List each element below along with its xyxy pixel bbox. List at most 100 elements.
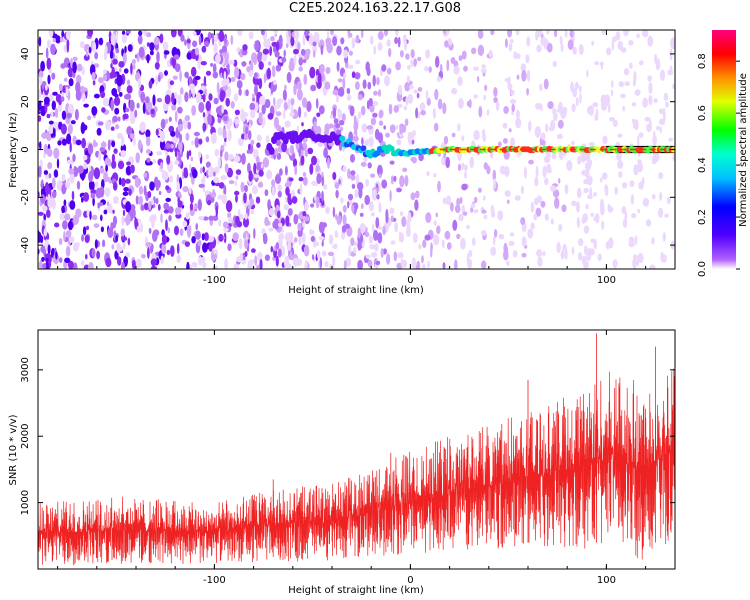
spectrogram-cell bbox=[274, 116, 279, 128]
spectrogram-cell bbox=[192, 169, 198, 179]
spectrogram-cell bbox=[156, 51, 160, 63]
spectrogram-cell bbox=[309, 229, 315, 235]
spectrogram-cell bbox=[342, 214, 347, 226]
spectrogram-cell bbox=[177, 156, 182, 168]
spectrogram-cell bbox=[542, 165, 547, 178]
spectrogram-cell bbox=[526, 69, 531, 82]
spectrogram-cell bbox=[377, 164, 383, 177]
spectrogram-cell bbox=[248, 143, 251, 151]
spectrogram-cell bbox=[241, 259, 247, 265]
spectrogram-cell bbox=[288, 62, 295, 72]
spectrogram-cell bbox=[560, 250, 565, 260]
spectrogram-cell bbox=[102, 74, 108, 81]
spectrogram-cell bbox=[274, 150, 279, 156]
spectrogram-cell bbox=[417, 87, 423, 92]
spectrogram-cell bbox=[151, 218, 155, 229]
spectrogram-cell bbox=[540, 200, 546, 208]
spectrogram-cell bbox=[195, 230, 201, 240]
spectrogram-cell bbox=[528, 120, 532, 132]
spectrogram-cell bbox=[266, 67, 271, 80]
spectrogram-cell bbox=[163, 202, 170, 210]
spectrogram-cell bbox=[394, 221, 398, 233]
spectrogram-cell bbox=[460, 237, 466, 250]
spectrogram-cell bbox=[473, 130, 480, 141]
spectrogram-cell bbox=[198, 101, 205, 113]
spectrogram-cell bbox=[235, 215, 240, 226]
spectrogram-cell bbox=[271, 179, 276, 187]
spectrogram-cell bbox=[470, 203, 476, 209]
spectrogram-cell bbox=[225, 200, 233, 213]
spectrogram-cell bbox=[585, 204, 589, 210]
spectrogram-cell bbox=[121, 30, 126, 35]
spectrogram-cell bbox=[46, 148, 53, 157]
spectrogram-cell bbox=[363, 156, 368, 163]
spectrogram-cell bbox=[125, 178, 131, 184]
spectrogram-cell bbox=[64, 257, 71, 264]
spectrogram-cell bbox=[284, 104, 289, 110]
spectrogram-cell bbox=[122, 191, 129, 197]
spectrogram-cell bbox=[457, 98, 464, 109]
spectrogram-cell bbox=[60, 123, 67, 135]
spectrogram-cell bbox=[365, 61, 371, 72]
spectrogram-cell bbox=[174, 110, 178, 123]
spectrogram-cell bbox=[120, 177, 126, 187]
spectrogram-cell bbox=[564, 30, 568, 38]
spectrogram-cell bbox=[146, 42, 150, 47]
spectrogram-cell bbox=[224, 35, 227, 46]
spectrogram-cell bbox=[521, 236, 527, 247]
spectrogram-cell bbox=[498, 141, 502, 147]
spectrogram-cell bbox=[556, 241, 561, 254]
spectrogram-cell bbox=[433, 234, 440, 246]
spectrogram-cell bbox=[403, 105, 408, 111]
spectrogram-cell bbox=[91, 214, 98, 221]
spectrogram-cell bbox=[194, 75, 201, 80]
spectrogram-cell bbox=[507, 30, 513, 38]
spectrogram-cell bbox=[106, 201, 110, 207]
spectrogram-cell bbox=[168, 143, 171, 149]
spectrogram-cell bbox=[306, 101, 312, 112]
spectrogram-cell bbox=[386, 67, 392, 75]
spectrogram-cell bbox=[445, 30, 450, 36]
spectrogram-cell bbox=[462, 211, 468, 216]
spectrogram-cell bbox=[41, 132, 48, 139]
spectrogram-cell bbox=[142, 30, 148, 36]
spectrogram-cell bbox=[255, 78, 260, 86]
spectrogram-cell bbox=[580, 151, 586, 163]
spectrogram-cell bbox=[160, 255, 164, 265]
spectrogram-cell bbox=[45, 47, 49, 59]
spectrogram-cell bbox=[490, 204, 495, 214]
spectrogram-cell bbox=[74, 108, 79, 121]
spectrogram-cell bbox=[551, 153, 557, 160]
spectrogram-cell bbox=[160, 118, 166, 130]
spectrogram-cell bbox=[472, 237, 476, 247]
spectrogram-cell bbox=[554, 30, 558, 38]
spectrogram-cell bbox=[493, 96, 498, 104]
spectrogram-cell bbox=[337, 108, 342, 114]
spectrogram-cell bbox=[110, 33, 116, 46]
spectrogram-cell bbox=[227, 243, 232, 251]
spectrogram-cell bbox=[258, 77, 263, 90]
spectrogram-cell bbox=[370, 173, 376, 178]
spectrogram-cell bbox=[83, 192, 90, 202]
spectrogram-cell bbox=[120, 228, 126, 237]
spectrogram-cell bbox=[203, 232, 209, 242]
spectrogram-cell bbox=[511, 103, 515, 113]
spectrogram-cell bbox=[183, 169, 189, 179]
spectrogram-cell bbox=[554, 197, 560, 209]
spectrogram-cell bbox=[236, 80, 243, 89]
spectrogram-cell bbox=[93, 142, 99, 147]
spectrogram-cell bbox=[628, 236, 635, 244]
spectrogram-cell bbox=[558, 178, 561, 184]
spectrogram-cell bbox=[81, 93, 86, 103]
spectrogram-cell bbox=[419, 102, 426, 112]
spectrogram-cell bbox=[170, 30, 177, 38]
spectrogram-cell bbox=[406, 75, 410, 84]
spectrogram-cell bbox=[454, 259, 458, 269]
spectrogram-cell bbox=[473, 94, 478, 99]
spectrogram-cell bbox=[508, 42, 513, 52]
spectrogram-cell bbox=[258, 169, 264, 177]
spectrogram-cell bbox=[228, 59, 235, 65]
spectrogram-cell bbox=[468, 99, 472, 109]
spectrogram-cell bbox=[525, 54, 530, 64]
spectrogram-cell bbox=[187, 121, 192, 130]
